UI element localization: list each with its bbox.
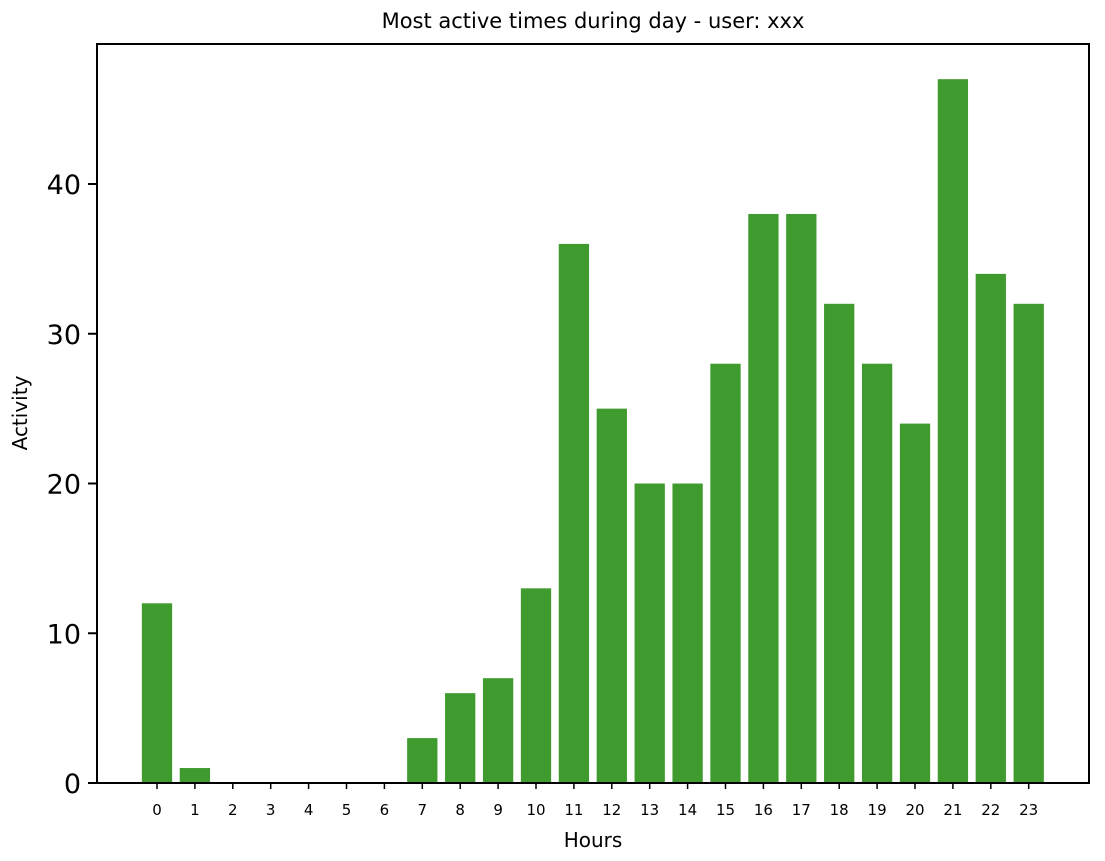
x-tick-label: 22 xyxy=(981,801,1000,819)
x-tick-label: 21 xyxy=(943,801,962,819)
plot-frame xyxy=(96,43,1090,784)
bar-hour-12 xyxy=(596,408,627,783)
bar-hour-19 xyxy=(861,363,893,783)
bar-hour-8 xyxy=(445,693,476,783)
x-tick-label: 18 xyxy=(830,801,849,819)
x-tick-label: 8 xyxy=(455,801,465,819)
x-tick-label: 20 xyxy=(905,801,924,819)
y-tick-label: 20 xyxy=(47,470,81,501)
x-tick-label: 23 xyxy=(1019,801,1038,819)
x-tick-label: 19 xyxy=(868,801,887,819)
chart-title: Most active times during day - user: xxx xyxy=(382,9,805,33)
bar-hour-16 xyxy=(748,213,779,783)
x-tick-label: 16 xyxy=(754,801,773,819)
x-tick-label: 12 xyxy=(602,801,621,819)
bar-hour-23 xyxy=(1013,303,1044,783)
x-tick-label: 10 xyxy=(526,801,545,819)
x-tick-label: 9 xyxy=(493,801,503,819)
bar-hour-18 xyxy=(824,303,855,783)
x-tick-label: 0 xyxy=(152,801,162,819)
bar-hour-14 xyxy=(672,483,703,783)
bar-hour-15 xyxy=(710,363,741,783)
bar-hour-13 xyxy=(634,483,665,783)
y-axis-label: Activity xyxy=(8,375,32,450)
bar-hour-21 xyxy=(937,79,969,783)
x-tick-label: 17 xyxy=(792,801,811,819)
bar-hour-20 xyxy=(899,423,931,783)
bar-hour-9 xyxy=(482,678,514,783)
x-tick-label: 3 xyxy=(266,801,276,819)
y-tick-label: 10 xyxy=(47,619,81,650)
y-tick-label: 30 xyxy=(47,320,81,351)
x-tick-label: 5 xyxy=(342,801,352,819)
x-tick-label: 14 xyxy=(678,801,697,819)
bar-hour-22 xyxy=(975,273,1006,783)
bar-hour-11 xyxy=(558,243,590,783)
bar-hour-0 xyxy=(141,603,173,783)
x-tick-label: 1 xyxy=(190,801,200,819)
x-tick-label: 13 xyxy=(640,801,659,819)
x-tick-label: 4 xyxy=(304,801,314,819)
y-tick-label: 0 xyxy=(64,769,81,800)
y-axis-ticks: 0 10 20 30 40 xyxy=(47,170,97,800)
bar-hour-10 xyxy=(520,588,552,783)
bar-hour-17 xyxy=(786,213,817,783)
x-tick-label: 11 xyxy=(564,801,583,819)
x-axis-ticks: 0 1 2 3 4 5 6 7 8 9 10 11 12 13 14 15 16 17 18 19 20 21 22 23 xyxy=(152,783,1038,819)
x-axis-label: Hours xyxy=(564,828,623,852)
bar-hour-1 xyxy=(179,768,211,783)
bars-group xyxy=(141,79,1044,783)
bar-hour-7 xyxy=(407,738,438,783)
x-tick-label: 7 xyxy=(418,801,428,819)
x-tick-label: 6 xyxy=(380,801,390,819)
y-tick-label: 40 xyxy=(47,170,81,201)
x-tick-label: 15 xyxy=(716,801,735,819)
x-tick-label: 2 xyxy=(228,801,238,819)
